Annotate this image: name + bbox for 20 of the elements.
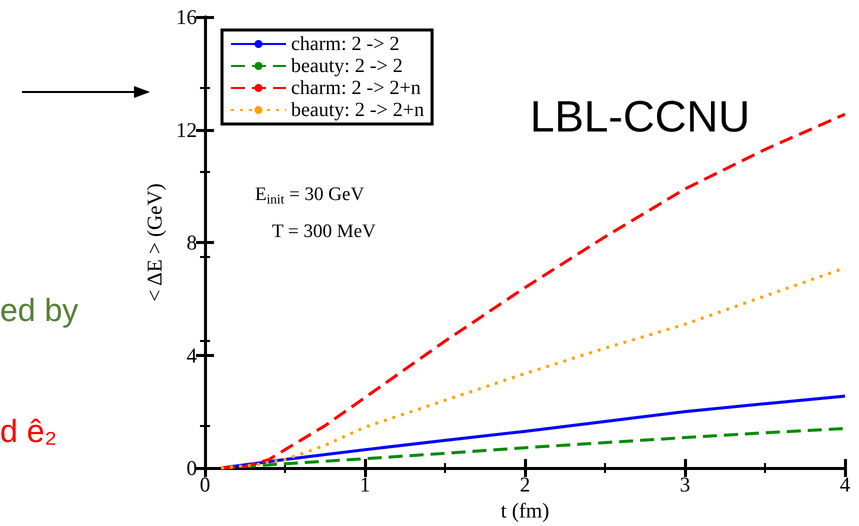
y-axis-title: < ΔE > (GeV) [142, 183, 167, 302]
y-tick-label: 16 [176, 5, 197, 29]
y-tick-label: 4 [186, 343, 198, 368]
x-tick-label: 3 [680, 472, 690, 496]
legend-label: beauty: 2 -> 2 [291, 55, 403, 77]
legend-label: beauty: 2 -> 2+n [291, 99, 424, 121]
annotation: T = 300 MeV [272, 221, 376, 242]
legend-label: charm: 2 -> 2 [291, 33, 400, 55]
x-axis-title: t (fm) [500, 498, 550, 522]
y-tick-label: 0 [186, 456, 197, 480]
x-tick-label: 4 [840, 472, 851, 496]
x-tick-label: 2 [520, 472, 530, 496]
text: ed by [0, 292, 78, 328]
y-tick-label: 8 [186, 230, 197, 254]
x-tick-label: 1 [360, 472, 370, 496]
annotation: LBL-CCNU [530, 92, 750, 142]
y-tick-label: 12 [176, 118, 197, 142]
line-series [220, 394, 846, 470]
text: d ê₂ [0, 413, 57, 449]
legend-label: charm: 2 -> 2+n [291, 77, 421, 99]
